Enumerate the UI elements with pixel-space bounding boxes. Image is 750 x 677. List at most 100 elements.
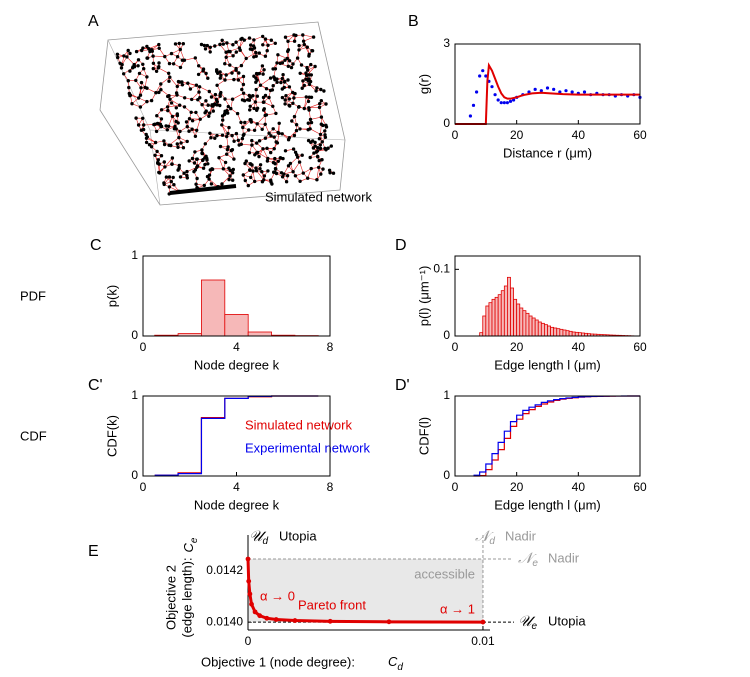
node	[178, 175, 183, 179]
node	[202, 43, 207, 48]
legend-entry: Experimental network	[245, 440, 370, 455]
node	[231, 178, 235, 182]
bar	[525, 312, 530, 337]
node	[282, 172, 286, 176]
step-line	[473, 395, 640, 477]
x-tick-label: 60	[633, 340, 647, 354]
node	[285, 56, 289, 61]
node	[240, 136, 245, 141]
node	[273, 67, 278, 71]
node	[209, 136, 213, 140]
node	[275, 80, 279, 85]
node	[202, 183, 206, 188]
node	[281, 73, 285, 77]
node	[166, 108, 170, 113]
node	[286, 39, 290, 43]
node	[136, 58, 141, 62]
x-axis-label: Edge length l (μm)	[494, 357, 600, 372]
annotation: α → 1	[440, 602, 475, 617]
node	[318, 102, 322, 106]
y-axis-label: p(k)	[104, 285, 119, 307]
node	[239, 63, 244, 68]
node	[227, 125, 231, 130]
node	[289, 65, 294, 70]
node	[318, 146, 323, 151]
node	[224, 55, 228, 59]
node	[247, 98, 252, 102]
node	[199, 42, 204, 47]
node	[141, 62, 145, 66]
subscript: d	[263, 536, 269, 547]
panel-letter: A	[88, 13, 99, 30]
node	[222, 112, 227, 117]
x-tick-label: 4	[233, 340, 240, 354]
node	[255, 72, 260, 76]
node	[319, 172, 323, 176]
node	[262, 108, 266, 112]
box-edge	[149, 129, 346, 141]
node	[291, 90, 295, 95]
panel-letter: C	[90, 237, 102, 254]
node	[308, 117, 313, 122]
node	[184, 120, 189, 124]
node	[163, 54, 167, 59]
node	[301, 33, 305, 37]
data-point	[499, 101, 503, 105]
node	[297, 105, 301, 109]
node	[283, 35, 288, 39]
node	[150, 48, 154, 52]
node	[315, 86, 319, 90]
node	[162, 139, 166, 143]
node	[164, 175, 169, 179]
node	[247, 128, 251, 132]
node	[257, 139, 262, 143]
node	[249, 175, 253, 180]
pareto-point	[252, 609, 258, 615]
node	[175, 55, 180, 59]
symbol: 𝒰	[249, 528, 267, 545]
node	[219, 90, 223, 95]
node	[139, 80, 144, 85]
node	[131, 66, 135, 70]
scale-bar	[169, 184, 237, 195]
node	[275, 61, 279, 65]
x-tick-label: 20	[510, 128, 524, 142]
node	[247, 151, 252, 155]
data-point	[539, 89, 543, 93]
pareto-point	[273, 617, 279, 622]
y-tick-label: 0	[443, 468, 450, 482]
node	[299, 63, 304, 67]
node	[142, 123, 146, 127]
node	[313, 64, 317, 69]
node	[223, 78, 227, 82]
node	[145, 56, 149, 60]
node	[292, 114, 297, 119]
node	[176, 79, 181, 84]
node	[177, 41, 181, 46]
reference-symbol: 𝒩d	[475, 528, 495, 547]
node	[261, 34, 265, 39]
node	[204, 71, 208, 76]
node	[297, 160, 302, 164]
bar	[550, 326, 555, 337]
step-line	[473, 395, 640, 476]
bar	[519, 307, 524, 337]
node	[253, 179, 257, 184]
node	[194, 182, 198, 186]
reference-symbol: 𝒩e	[518, 550, 538, 569]
node	[256, 150, 260, 155]
node	[175, 84, 179, 89]
node	[165, 128, 169, 132]
node	[143, 85, 147, 90]
node	[306, 138, 311, 143]
node	[316, 146, 320, 150]
node	[205, 158, 209, 162]
node	[287, 136, 291, 140]
node	[144, 140, 149, 145]
node	[185, 125, 189, 129]
node	[284, 94, 288, 98]
node	[217, 156, 221, 160]
node	[319, 99, 323, 103]
bar	[531, 317, 536, 337]
node	[167, 143, 171, 147]
